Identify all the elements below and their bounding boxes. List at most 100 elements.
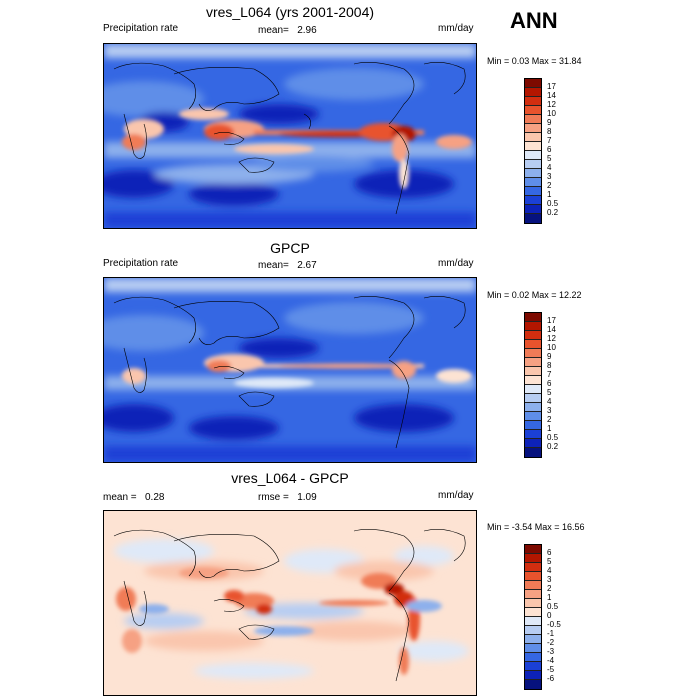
colorbar-swatch [525,196,541,205]
colorbar-swatch [525,545,541,554]
colorbar-swatch [525,133,541,142]
colorbar-swatch [525,349,541,358]
colorbar-swatch [525,572,541,581]
colorbar-tick-label: 12 [547,100,556,109]
colorbar-swatch [525,79,541,88]
panel2-colorbar [524,312,542,458]
colorbar-swatch [525,599,541,608]
colorbar-tick-label: 5 [547,557,552,566]
panel3-mean-label: mean = [103,492,137,503]
colorbar-tick-label: 17 [547,82,556,91]
colorbar-swatch [525,331,541,340]
colorbar-tick-label: 4 [547,566,552,575]
colorbar-swatch [525,385,541,394]
panel1-mean-value: 2.96 [297,25,317,36]
panel3-map-field [104,511,476,695]
colorbar-swatch [525,662,541,671]
colorbar-tick-label: 0.5 [547,602,559,611]
panel3-mean-value: 0.28 [144,492,165,503]
colorbar-swatch [525,115,541,124]
colorbar-tick-label: -4 [547,656,555,665]
colorbar-swatch [525,340,541,349]
colorbar-swatch [525,403,541,412]
panel3-minmax: Min = -3.54 Max = 16.56 [487,522,585,532]
colorbar-swatch [525,581,541,590]
colorbar-tick-label: 3 [547,172,552,181]
colorbar-tick-label: 5 [547,154,552,163]
panel3-rmse-label: rmse = [258,492,289,503]
colorbar-swatch [525,97,541,106]
colorbar-swatch [525,394,541,403]
colorbar-swatch [525,322,541,331]
panel2-title: GPCP [270,240,310,256]
panel2-mean-label: mean= [258,260,289,271]
colorbar-swatch [525,313,541,322]
panel1-variable-label: Precipitation rate [103,23,179,34]
colorbar-swatch [525,88,541,97]
colorbar-tick-label: -5 [547,665,555,674]
colorbar-tick-label: 0.2 [547,442,559,451]
colorbar-swatch [525,367,541,376]
colorbar-tick-label: -1 [547,629,555,638]
panel1-title: vres_L064 (yrs 2001-2004) [205,4,375,20]
panel2-units: mm/day [438,258,474,269]
colorbar-swatch [525,421,541,430]
colorbar-tick-label: 1 [547,424,552,433]
colorbar-tick-label: 1 [547,190,552,199]
colorbar-tick-label: 14 [547,325,556,334]
colorbar-tick-label: 7 [547,136,552,145]
colorbar-swatch [525,160,541,169]
colorbar-tick-label: 0.2 [547,208,559,217]
colorbar-tick-label: -3 [547,647,555,656]
colorbar-swatch [525,563,541,572]
colorbar-tick-label: 10 [547,109,556,118]
colorbar-swatch [525,205,541,214]
colorbar-swatch [525,590,541,599]
colorbar-swatch [525,617,541,626]
colorbar-swatch [525,430,541,439]
colorbar-tick-label: 9 [547,118,552,127]
colorbar-swatch [525,626,541,635]
colorbar-swatch [525,680,541,689]
colorbar-tick-label: -0.5 [547,620,561,629]
colorbar-swatch [525,448,541,457]
panel2-variable-label: Precipitation rate [103,258,179,269]
colorbar-tick-label: 17 [547,316,556,325]
colorbar-tick-label: 0.5 [547,433,559,442]
colorbar-tick-label: 7 [547,370,552,379]
colorbar-tick-label: 4 [547,163,552,172]
colorbar-swatch [525,124,541,133]
colorbar-swatch [525,412,541,421]
colorbar-tick-label: 3 [547,406,552,415]
colorbar-tick-label: 3 [547,575,552,584]
panel1-map [103,43,477,229]
panel1-units: mm/day [438,23,474,34]
colorbar-swatch [525,644,541,653]
colorbar-swatch [525,214,541,223]
panel1-map-field [104,44,476,228]
colorbar-tick-label: 6 [547,145,552,154]
colorbar-tick-label: 6 [547,548,552,557]
panel3-colorbar [524,544,542,690]
colorbar-tick-label: 14 [547,91,556,100]
colorbar-tick-label: 2 [547,584,552,593]
colorbar-tick-label: 1 [547,593,552,602]
colorbar-swatch [525,554,541,563]
colorbar-tick-label: 0 [547,611,552,620]
colorbar-tick-label: 8 [547,361,552,370]
panel3-map [103,510,477,696]
colorbar-tick-label: 12 [547,334,556,343]
colorbar-swatch [525,151,541,160]
panel2-map-field [104,278,476,462]
colorbar-swatch [525,608,541,617]
panel1-colorbar [524,78,542,224]
panel2-map [103,277,477,463]
colorbar-swatch [525,439,541,448]
colorbar-tick-label: 5 [547,388,552,397]
colorbar-swatch [525,671,541,680]
colorbar-tick-label: 4 [547,397,552,406]
colorbar-swatch [525,142,541,151]
colorbar-swatch [525,106,541,115]
panel2-minmax: Min = 0.02 Max = 12.22 [487,290,582,300]
colorbar-swatch [525,187,541,196]
